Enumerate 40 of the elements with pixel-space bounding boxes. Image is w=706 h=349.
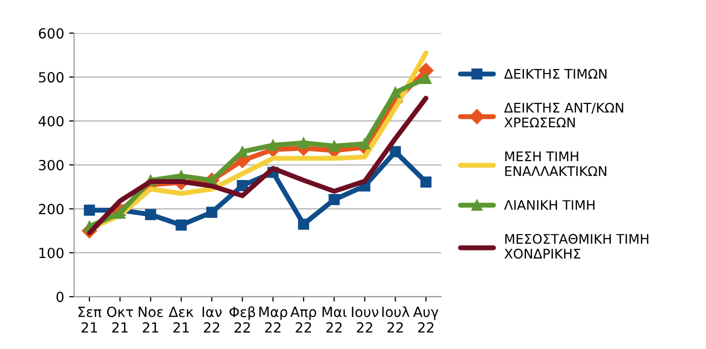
x-tick-label: Οκτ 21 xyxy=(107,306,134,332)
y-tick-label: 200 xyxy=(38,204,64,214)
legend-label: ΜΕΣΟΣΤΑΘΜΙΚΗ ΤΙΜΗ ΧΟΝΔΡΙΚΗΣ xyxy=(504,234,648,259)
x-tick-label: Νοε 21 xyxy=(138,306,163,332)
point xyxy=(420,176,432,188)
x-tick-label: Αυγ 22 xyxy=(413,306,438,332)
point xyxy=(206,206,218,218)
legend-label: ΔΕΙΚΤΗΣ ΤΙΜΩΝ xyxy=(504,68,606,79)
point xyxy=(298,218,310,230)
x-tick-label: Απρ 22 xyxy=(290,306,316,332)
point xyxy=(328,140,340,152)
x-tick-label: Ιαν 22 xyxy=(202,306,222,332)
point xyxy=(84,204,95,216)
y-tick-label: 400 xyxy=(38,116,64,126)
x-tick-label: Ιουν 22 xyxy=(352,306,378,332)
x-tick-label: Ιουλ 22 xyxy=(382,306,410,332)
point xyxy=(145,208,156,220)
y-tick-label: 600 xyxy=(38,28,64,39)
x-tick-label: Μαρ 22 xyxy=(259,306,288,332)
point xyxy=(236,180,248,192)
point xyxy=(359,138,370,150)
point xyxy=(176,220,187,231)
legend-label: ΛΙΑΝΙΚΗ ΤΙΜΗ xyxy=(504,200,594,210)
legend-label: ΔΕΙΚΤΗΣ ΑΝΤ/ΚΩΝ ΧΡΕΩΣΕΩΝ xyxy=(504,102,624,128)
x-tick-label: Μαι 22 xyxy=(322,306,347,332)
point xyxy=(328,194,340,206)
y-tick-label: 0 xyxy=(56,292,64,302)
x-tick-label: Δεκ 21 xyxy=(168,306,194,332)
y-tick-label: 100 xyxy=(39,248,64,258)
point xyxy=(298,137,310,148)
x-tick-label: Σεπ 21 xyxy=(78,306,102,332)
x-tick-label: Φεβ 22 xyxy=(230,306,256,333)
y-tick-label: 300 xyxy=(38,160,64,170)
point xyxy=(420,72,432,84)
point xyxy=(390,86,401,98)
point xyxy=(390,146,401,158)
point xyxy=(114,208,126,219)
legend-label: ΜΕΣΗ ΤΙΜΗ ΕΝΑΛΛΑΚΤΙΚΩΝ xyxy=(505,152,606,176)
y-tick-label: 500 xyxy=(38,72,64,83)
point xyxy=(267,140,279,151)
